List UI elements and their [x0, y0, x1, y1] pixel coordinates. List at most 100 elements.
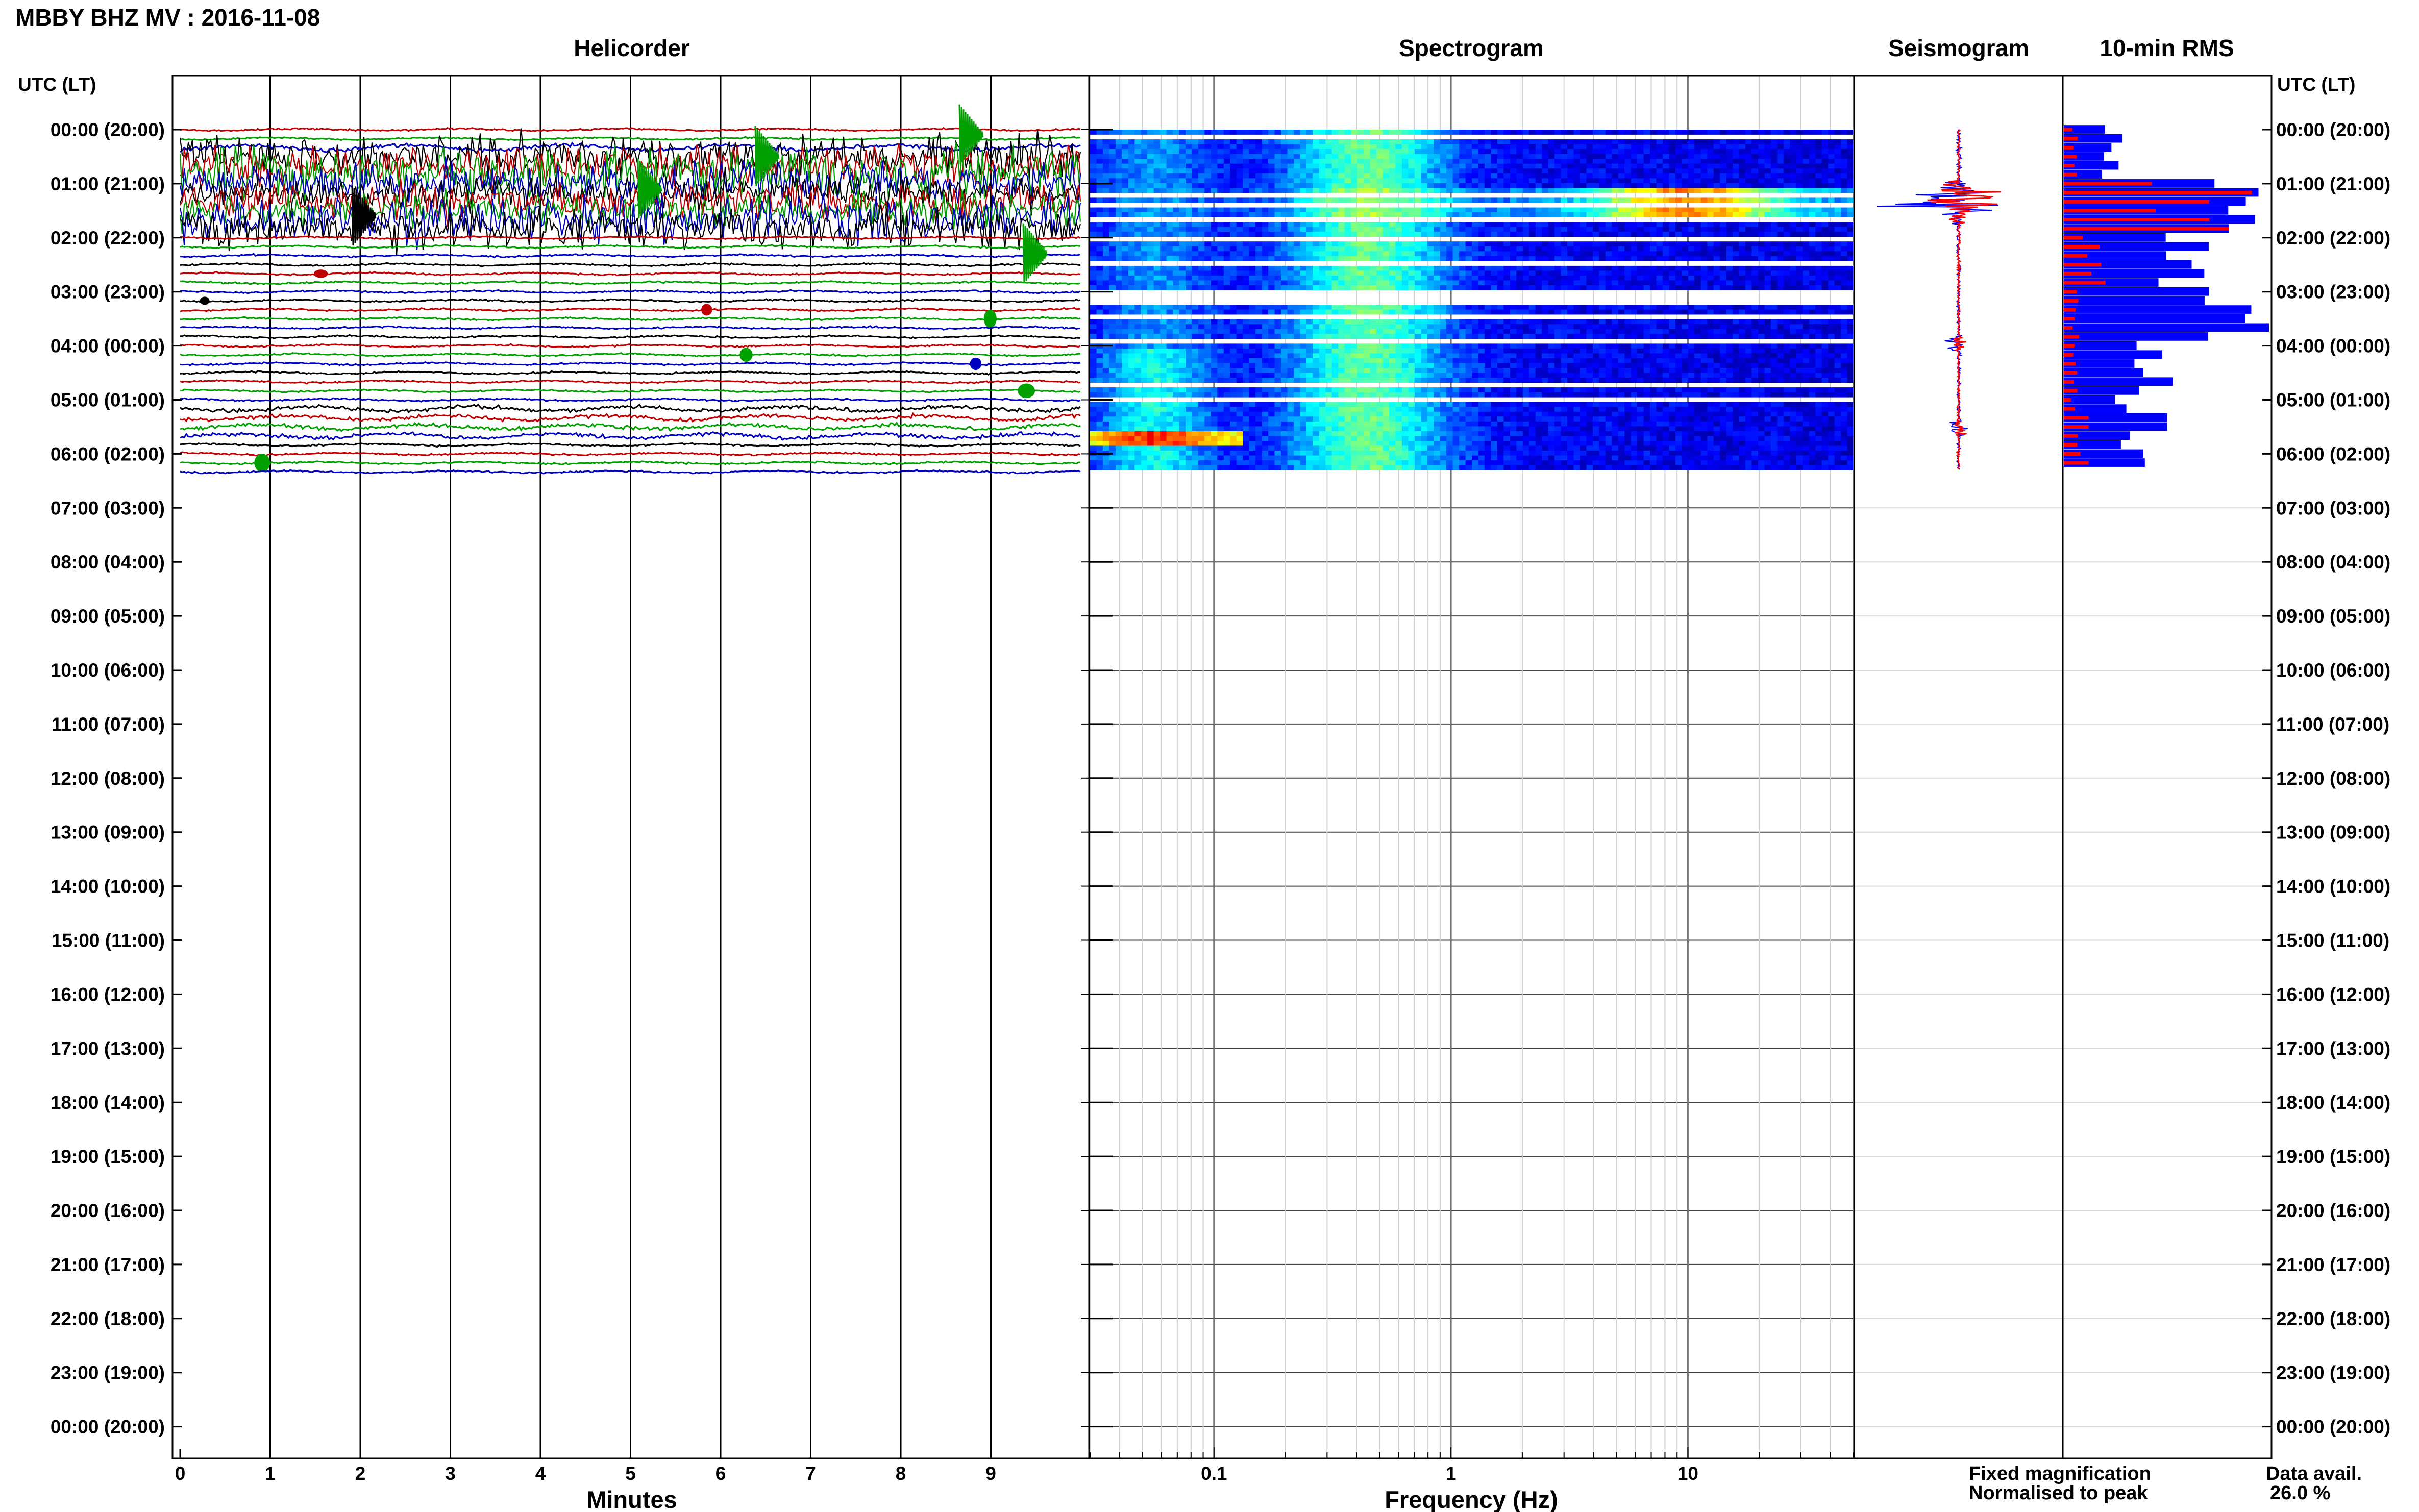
spectrogram-cell — [1306, 373, 1313, 378]
spectrogram-cell — [1446, 159, 1453, 164]
spectrogram-cell — [1567, 319, 1574, 325]
spectrogram-cell — [1579, 256, 1587, 261]
spectrogram-cell — [1160, 373, 1167, 378]
spectrogram-cell — [1803, 343, 1810, 349]
spectrogram-cell — [1268, 173, 1275, 179]
spectrogram-cell — [1401, 178, 1409, 184]
spectrogram-cell — [1128, 348, 1135, 354]
spectrogram-cell — [1739, 168, 1746, 174]
spectrogram-cell — [1751, 197, 1759, 203]
spectrogram-cell — [1592, 348, 1599, 354]
spectrogram-cell — [1204, 373, 1212, 378]
spectrogram-cell — [1783, 197, 1790, 203]
spectrogram-cell — [1663, 168, 1670, 174]
spectrogram-cell — [1751, 212, 1759, 217]
spectrogram-cell — [1134, 197, 1142, 203]
spectrogram-cell — [1516, 285, 1523, 290]
spectrogram-cell — [1217, 343, 1224, 349]
spectrogram-cell — [1293, 363, 1300, 368]
spectrogram-cell — [1211, 159, 1218, 164]
spectrogram-cell — [1592, 188, 1599, 193]
helicorder-trace-line — [180, 235, 1081, 240]
spectrogram-cell — [1821, 343, 1829, 349]
helicorder-spike — [1022, 223, 1048, 284]
spectrogram-cell — [1631, 373, 1638, 378]
spectrogram-cell — [1434, 232, 1441, 237]
spectrogram-cell — [1300, 163, 1307, 169]
spectrogram-cell — [1274, 368, 1281, 373]
spectrogram-cell — [1707, 363, 1714, 368]
spectrogram-cell — [1739, 305, 1746, 310]
spectrogram-cell — [1217, 149, 1224, 154]
spectrogram-cell — [1586, 183, 1593, 188]
spectrogram-cell — [1561, 163, 1568, 169]
spectrogram-cell — [1497, 256, 1504, 261]
spectrogram-cell — [1713, 319, 1720, 325]
spectrogram-cell — [1268, 305, 1275, 310]
spectrogram-cell — [1618, 207, 1625, 213]
spectrogram-cell — [1599, 256, 1606, 261]
spectrogram-cell — [1618, 319, 1625, 325]
spectrogram-cell — [1612, 270, 1619, 276]
spectrogram-cell — [1790, 329, 1797, 334]
spectrogram-cell — [1733, 227, 1740, 232]
spectrogram-cell — [1497, 373, 1504, 378]
spectrogram-cell — [1624, 173, 1632, 179]
spectrogram-cell — [1147, 256, 1154, 261]
spectrogram-cell — [1764, 241, 1771, 247]
spectrogram-cell — [1211, 343, 1218, 349]
spectrogram-cell — [1542, 348, 1549, 354]
spectrogram-cell — [1147, 178, 1154, 184]
spectrogram-cell — [1421, 309, 1428, 315]
spectrogram-cell — [1274, 197, 1281, 203]
spectrogram-cell — [1134, 280, 1142, 286]
spectrogram-cell — [1612, 241, 1619, 247]
spectrogram-cell — [1401, 275, 1409, 281]
spectrogram-cell — [1758, 319, 1765, 325]
spectrogram-cell — [1364, 275, 1371, 281]
spectrogram-cell — [1834, 130, 1841, 135]
spectrogram-cell — [1236, 343, 1243, 349]
spectrogram-cell — [1751, 159, 1759, 164]
spectrogram-cell — [1446, 329, 1453, 334]
spectrogram-cell — [1809, 265, 1816, 271]
spectrogram-cell — [1306, 222, 1313, 227]
spectrogram-cell — [1618, 212, 1625, 217]
spectrogram-cell — [1803, 173, 1810, 179]
spectrogram-cell — [1579, 241, 1587, 247]
spectrogram-cell — [1484, 183, 1491, 188]
spectrogram-cell — [1828, 373, 1835, 378]
spectrogram-cell — [1338, 329, 1345, 334]
spectrogram-cell — [1720, 280, 1727, 286]
spectrogram-cell — [1192, 149, 1199, 154]
spectrogram-cell — [1211, 348, 1218, 354]
spectrogram-cell — [1389, 319, 1396, 325]
spectrogram-cell — [1663, 178, 1670, 184]
spectrogram-cell — [1427, 368, 1434, 373]
spectrogram-cell — [1128, 212, 1135, 217]
spectrogram-cell — [1102, 163, 1109, 169]
spectrogram-cell — [1669, 334, 1676, 339]
spectrogram-cell — [1446, 358, 1453, 363]
spectrogram-cell — [1821, 183, 1829, 188]
spectrogram-cell — [1720, 188, 1727, 193]
spectrogram-cell — [1700, 353, 1708, 359]
spectrogram-cell — [1573, 207, 1581, 213]
spectrogram-cell — [1790, 178, 1797, 184]
spectrogram-cell — [1351, 363, 1358, 368]
spectrogram-cell — [1733, 207, 1740, 213]
spectrogram-cell — [1770, 256, 1778, 261]
spectrogram-cell — [1612, 188, 1619, 193]
spectrogram-cell — [1713, 334, 1720, 339]
spectrogram-cell — [1319, 368, 1326, 373]
spectrogram-cell — [1331, 265, 1339, 271]
spectrogram-cell — [1325, 130, 1332, 135]
spectrogram-cell — [1166, 168, 1173, 174]
spectrogram-cell — [1726, 348, 1733, 354]
helicorder-title: Helicorder — [574, 35, 690, 61]
spectrogram-cell — [1548, 270, 1555, 276]
spectrogram-cell — [1567, 285, 1574, 290]
spectrogram-cell — [1579, 363, 1587, 368]
spectrogram-cell — [1770, 358, 1778, 363]
spectrogram-cell — [1624, 246, 1632, 252]
